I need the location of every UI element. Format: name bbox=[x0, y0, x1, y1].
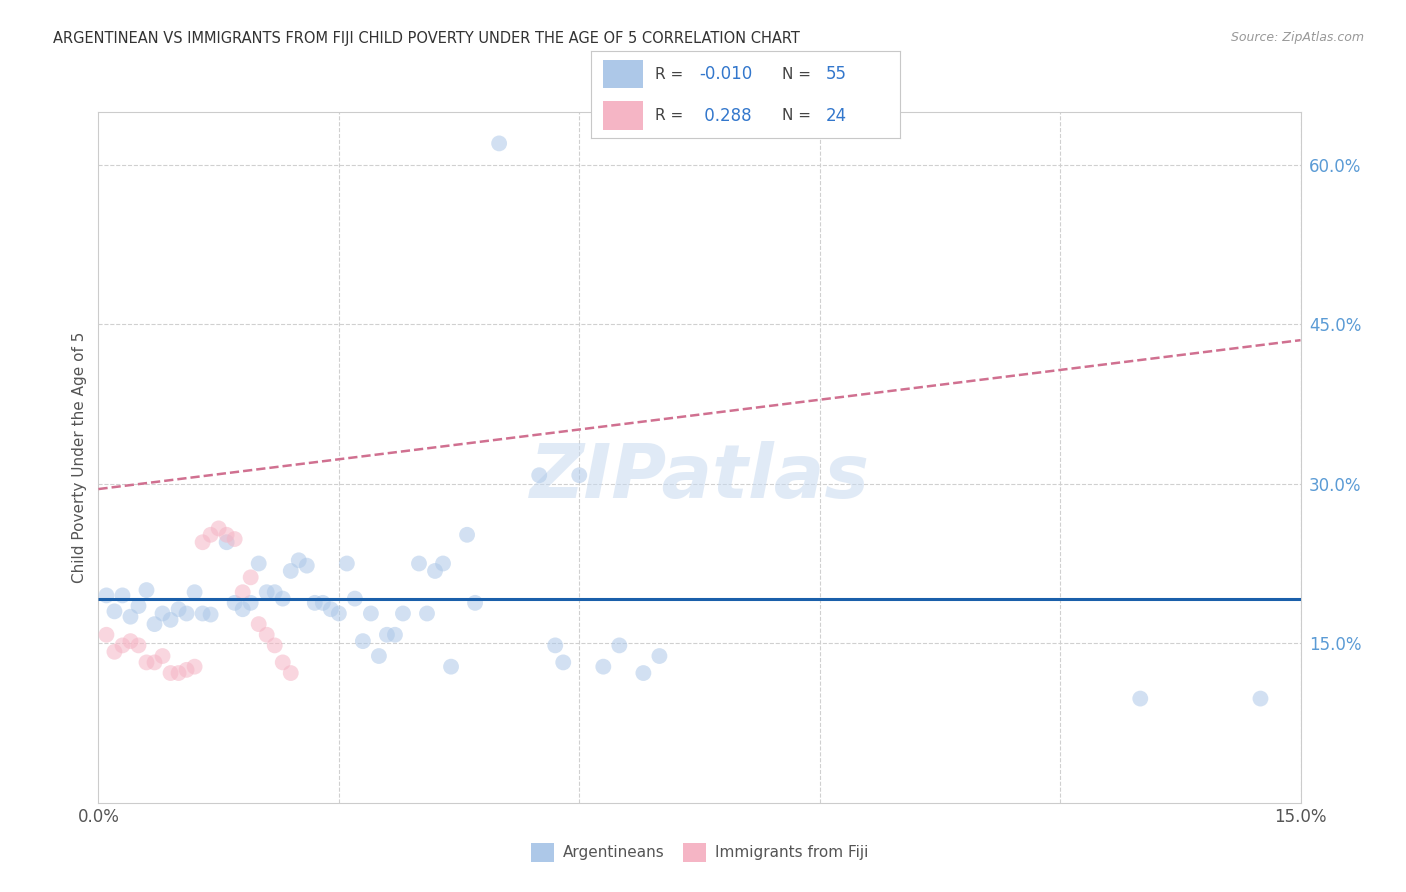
Point bbox=[456, 528, 478, 542]
Point bbox=[128, 639, 150, 653]
Text: N =: N = bbox=[782, 108, 815, 123]
Point bbox=[135, 583, 157, 598]
Point bbox=[256, 585, 278, 599]
Point bbox=[568, 468, 591, 483]
Text: ZIPatlas: ZIPatlas bbox=[530, 442, 869, 515]
Text: -0.010: -0.010 bbox=[699, 65, 752, 84]
FancyBboxPatch shape bbox=[603, 101, 643, 129]
Point bbox=[352, 634, 374, 648]
Point bbox=[103, 645, 125, 659]
Point bbox=[96, 628, 118, 642]
Point bbox=[592, 659, 614, 673]
Point bbox=[408, 557, 430, 571]
Point bbox=[368, 648, 391, 663]
Point bbox=[191, 535, 214, 549]
Y-axis label: Child Poverty Under the Age of 5: Child Poverty Under the Age of 5 bbox=[72, 332, 87, 582]
Point bbox=[263, 585, 285, 599]
Text: 24: 24 bbox=[825, 106, 846, 125]
Point bbox=[529, 468, 551, 483]
Point bbox=[609, 639, 631, 653]
Point bbox=[633, 666, 655, 681]
Point bbox=[488, 136, 510, 151]
Point bbox=[239, 596, 262, 610]
Point bbox=[384, 628, 406, 642]
Point bbox=[183, 659, 205, 673]
Point bbox=[271, 656, 294, 670]
Point bbox=[191, 607, 214, 621]
Point bbox=[319, 602, 342, 616]
Text: N =: N = bbox=[782, 67, 815, 82]
Point bbox=[200, 528, 222, 542]
Text: R =: R = bbox=[655, 108, 689, 123]
Point bbox=[152, 648, 174, 663]
Point bbox=[328, 607, 350, 621]
Point bbox=[215, 528, 238, 542]
Point bbox=[392, 607, 415, 621]
Point bbox=[423, 564, 446, 578]
Text: 0.288: 0.288 bbox=[699, 106, 751, 125]
Point bbox=[312, 596, 335, 610]
Point bbox=[232, 585, 254, 599]
Point bbox=[256, 628, 278, 642]
Point bbox=[263, 639, 285, 653]
Legend: Argentineans, Immigrants from Fiji: Argentineans, Immigrants from Fiji bbox=[524, 837, 875, 868]
Point bbox=[103, 604, 125, 618]
Text: ARGENTINEAN VS IMMIGRANTS FROM FIJI CHILD POVERTY UNDER THE AGE OF 5 CORRELATION: ARGENTINEAN VS IMMIGRANTS FROM FIJI CHIL… bbox=[53, 31, 800, 46]
Point bbox=[440, 659, 463, 673]
Point bbox=[280, 666, 302, 681]
Point bbox=[544, 639, 567, 653]
Point bbox=[159, 666, 181, 681]
Point bbox=[247, 557, 270, 571]
Point bbox=[176, 663, 198, 677]
Point bbox=[648, 648, 671, 663]
Point bbox=[167, 602, 190, 616]
Text: 55: 55 bbox=[825, 65, 846, 84]
Point bbox=[111, 589, 134, 603]
Point bbox=[120, 634, 142, 648]
Point bbox=[295, 558, 318, 573]
Point bbox=[239, 570, 262, 584]
Point bbox=[304, 596, 326, 610]
Point bbox=[1250, 691, 1272, 706]
Point bbox=[224, 532, 246, 546]
Point bbox=[336, 557, 359, 571]
Point bbox=[96, 589, 118, 603]
Point bbox=[152, 607, 174, 621]
FancyBboxPatch shape bbox=[603, 60, 643, 88]
Point bbox=[553, 656, 575, 670]
Point bbox=[200, 607, 222, 622]
Point bbox=[183, 585, 205, 599]
Point bbox=[135, 656, 157, 670]
Point bbox=[111, 639, 134, 653]
Point bbox=[288, 553, 311, 567]
Point bbox=[343, 591, 366, 606]
Point bbox=[232, 602, 254, 616]
Point bbox=[375, 628, 398, 642]
Point bbox=[416, 607, 439, 621]
Point bbox=[280, 564, 302, 578]
Point bbox=[128, 599, 150, 613]
Point bbox=[167, 666, 190, 681]
Point bbox=[176, 607, 198, 621]
Point bbox=[271, 591, 294, 606]
Point bbox=[208, 521, 231, 535]
Point bbox=[432, 557, 454, 571]
Point bbox=[143, 656, 166, 670]
Point bbox=[464, 596, 486, 610]
Text: Source: ZipAtlas.com: Source: ZipAtlas.com bbox=[1230, 31, 1364, 45]
Point bbox=[1129, 691, 1152, 706]
Point bbox=[120, 609, 142, 624]
Point bbox=[224, 596, 246, 610]
Point bbox=[215, 535, 238, 549]
Point bbox=[247, 617, 270, 632]
Text: R =: R = bbox=[655, 67, 689, 82]
Point bbox=[360, 607, 382, 621]
Point bbox=[159, 613, 181, 627]
Point bbox=[143, 617, 166, 632]
